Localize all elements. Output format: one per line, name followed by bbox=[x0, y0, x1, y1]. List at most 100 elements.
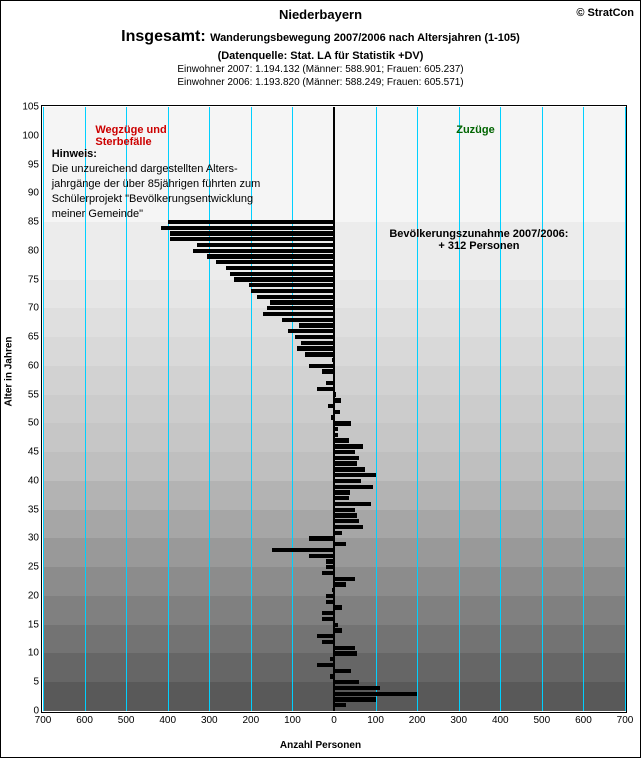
data-bar bbox=[301, 341, 334, 345]
y-tick-label: 60 bbox=[28, 360, 39, 371]
y-axis-label: Alter in Jahren bbox=[4, 336, 15, 406]
einwohner-2007: Einwohner 2007: 1.194.132 (Männer: 588.9… bbox=[1, 64, 640, 75]
data-bar bbox=[267, 306, 334, 310]
y-tick-label: 70 bbox=[28, 303, 39, 314]
data-bar bbox=[334, 692, 417, 696]
x-tick-label: 600 bbox=[575, 715, 592, 726]
data-bar bbox=[334, 646, 355, 650]
grid-line bbox=[500, 107, 501, 711]
x-tick-label: 700 bbox=[35, 715, 52, 726]
y-tick-label: 25 bbox=[28, 562, 39, 573]
data-bar bbox=[331, 415, 334, 419]
data-bar bbox=[326, 559, 334, 563]
data-bar bbox=[334, 519, 359, 523]
data-bar bbox=[270, 300, 334, 304]
y-tick-label: 15 bbox=[28, 619, 39, 630]
data-bar bbox=[334, 605, 342, 609]
data-bar bbox=[334, 427, 338, 431]
data-bar bbox=[170, 237, 334, 241]
y-tick-label: 20 bbox=[28, 590, 39, 601]
x-tick-label: 200 bbox=[409, 715, 426, 726]
hinweis-line: Schülerprojekt "Bevölkerungsentwicklung bbox=[52, 193, 253, 205]
data-bar bbox=[257, 295, 334, 299]
data-bar bbox=[299, 323, 334, 327]
subtitle: Wanderungsbewegung 2007/2006 nach Alters… bbox=[210, 32, 520, 44]
y-tick-label: 100 bbox=[22, 130, 39, 141]
data-bar bbox=[234, 277, 334, 281]
data-bar bbox=[216, 260, 334, 264]
data-bar bbox=[334, 392, 336, 396]
data-bar bbox=[207, 254, 334, 258]
data-bar bbox=[263, 312, 334, 316]
y-tick-label: 10 bbox=[28, 648, 39, 659]
y-tick-label: 0 bbox=[33, 706, 39, 717]
data-bar bbox=[334, 628, 342, 632]
label-wegzuege: Wegzüge und Sterbefälle bbox=[95, 124, 205, 148]
data-bar bbox=[334, 461, 357, 465]
grid-line bbox=[376, 107, 377, 711]
zunahme-l1: Bevölkerungszunahme 2007/2006: bbox=[389, 228, 568, 240]
data-bar bbox=[334, 508, 355, 512]
data-bar bbox=[317, 634, 334, 638]
hinweis-title: Hinweis: bbox=[52, 148, 97, 160]
data-bar bbox=[334, 496, 349, 500]
data-bar bbox=[334, 444, 363, 448]
data-bar bbox=[317, 387, 334, 391]
x-tick-label: 300 bbox=[450, 715, 467, 726]
data-bar bbox=[226, 266, 334, 270]
hinweis-line: Die unzureichend dargestellten Alters- bbox=[52, 163, 238, 175]
hinweis-box: Hinweis: Die unzureichend dargestellten A… bbox=[52, 147, 261, 221]
data-bar bbox=[334, 703, 346, 707]
data-bar bbox=[193, 249, 334, 253]
hinweis-line: jahrgänge der über 85jährigen führten zu… bbox=[52, 178, 261, 190]
subtitle-row: Insgesamt: Wanderungsbewegung 2007/2006 … bbox=[1, 28, 640, 46]
y-tick-label: 5 bbox=[33, 677, 39, 688]
data-bar bbox=[334, 485, 373, 489]
grid-line bbox=[583, 107, 584, 711]
data-bar bbox=[249, 283, 334, 287]
y-tick-label: 75 bbox=[28, 274, 39, 285]
data-bar bbox=[322, 617, 334, 621]
y-tick-label: 95 bbox=[28, 159, 39, 170]
data-bar bbox=[334, 623, 338, 627]
y-tick-label: 65 bbox=[28, 332, 39, 343]
data-bar bbox=[288, 329, 334, 333]
x-tick-label: 400 bbox=[492, 715, 509, 726]
data-bar bbox=[170, 231, 334, 235]
data-bar bbox=[251, 289, 334, 293]
x-tick-label: 700 bbox=[617, 715, 634, 726]
hinweis-line: meiner Gemeinde" bbox=[52, 208, 143, 220]
data-bar bbox=[297, 346, 334, 350]
x-tick-label: 100 bbox=[284, 715, 301, 726]
data-bar bbox=[326, 594, 334, 598]
grid-line bbox=[542, 107, 543, 711]
grid-line bbox=[43, 107, 44, 711]
data-bar bbox=[295, 335, 334, 339]
data-bar bbox=[322, 369, 334, 373]
data-bar bbox=[334, 513, 357, 517]
data-bar bbox=[309, 554, 334, 558]
data-bar bbox=[197, 243, 334, 247]
data-bar bbox=[334, 490, 350, 494]
data-bar bbox=[334, 697, 376, 701]
data-bar bbox=[326, 381, 334, 385]
y-tick-label: 55 bbox=[28, 389, 39, 400]
x-tick-label: 600 bbox=[76, 715, 93, 726]
grid-line bbox=[417, 107, 418, 711]
x-axis-label: Anzahl Personen bbox=[1, 740, 640, 751]
chart-container: © StratCon Niederbayern Insgesamt: Wande… bbox=[0, 0, 641, 758]
data-bar bbox=[309, 364, 334, 368]
data-bar bbox=[330, 674, 334, 678]
data-source: (Datenquelle: Stat. LA für Statistik +DV… bbox=[1, 50, 640, 62]
chart-plot-area: 7006005004003002001000100200300400500600… bbox=[43, 107, 625, 711]
y-tick-label: 35 bbox=[28, 504, 39, 515]
data-bar bbox=[332, 588, 334, 592]
data-bar bbox=[330, 657, 334, 661]
data-bar bbox=[334, 450, 355, 454]
data-bar bbox=[334, 542, 346, 546]
data-bar bbox=[334, 669, 351, 673]
data-bar bbox=[161, 226, 334, 230]
data-bar bbox=[334, 582, 346, 586]
x-tick-label: 500 bbox=[534, 715, 551, 726]
data-bar bbox=[334, 686, 380, 690]
